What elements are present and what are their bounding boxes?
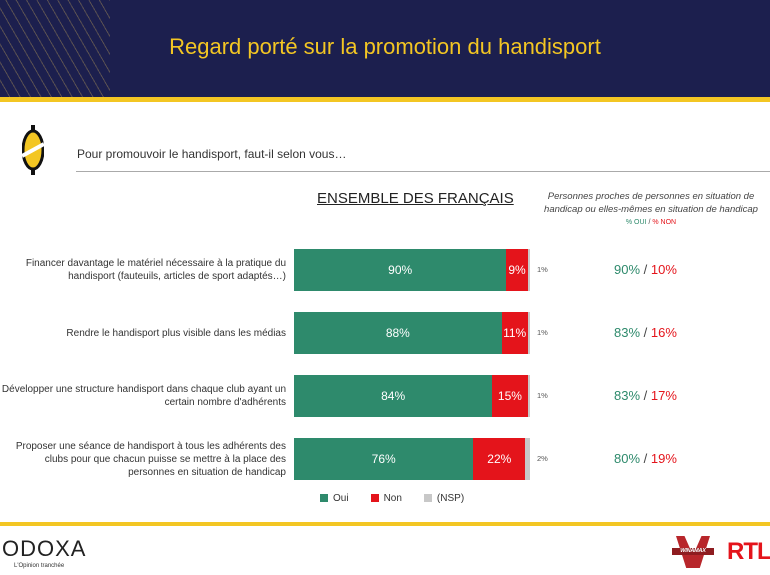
bar-non: 9% [506, 249, 528, 291]
bar-oui: 90% [294, 249, 507, 291]
bar-value-label: 11% [503, 326, 527, 340]
subgroup-title: Personnes proches de personnes en situat… [544, 191, 758, 215]
bar-nsp [527, 375, 530, 417]
legend-non: % NON [652, 219, 677, 226]
subgroup-oui: 83% [614, 388, 641, 403]
row-label: Rendre le handisport plus visible dans l… [66, 327, 286, 339]
legend-swatch [320, 494, 328, 502]
legend-oui: % OUI [625, 219, 647, 226]
bar-value-label: 88% [385, 326, 410, 340]
subgroup-values: 90% / 10% [614, 262, 677, 277]
header-banner: Regard porté sur la promotion du handisp… [0, 0, 770, 97]
nsp-value-label: 1% [537, 391, 548, 400]
header-decoration [0, 0, 110, 97]
subgroup-oui: 90% [614, 262, 641, 277]
legend-label: (NSP) [436, 493, 465, 504]
sep: / [643, 262, 648, 277]
divider [76, 171, 770, 172]
subgroup-non: 16% [650, 325, 677, 340]
sep: / [643, 451, 648, 466]
bar-value-label: 9% [508, 263, 526, 277]
bar-oui: 84% [294, 375, 493, 417]
legend-item: (NSP) [423, 493, 465, 504]
bar-value-label: 84% [381, 389, 406, 403]
subgroup-values: 80% / 19% [614, 451, 677, 466]
subgroup-oui: 80% [614, 451, 641, 466]
nsp-value-label: 1% [537, 328, 548, 337]
nsp-value-label: 2% [537, 454, 548, 463]
chart-title: ENSEMBLE DES FRANÇAIS [317, 190, 514, 207]
legend-label: Oui [333, 493, 349, 504]
subgroup-non: 10% [650, 262, 677, 277]
nsp-value-label: 1% [537, 265, 548, 274]
bar-non: 15% [492, 375, 528, 417]
winamax-logo-text: WINAMAX [672, 548, 714, 555]
sep: / [643, 325, 648, 340]
bar-oui: 88% [294, 312, 502, 354]
chart-legend: Oui Non (NSP) [320, 493, 464, 504]
bar-non: 11% [501, 312, 528, 354]
legend-item: Oui [320, 493, 349, 504]
odoxa-logo-icon [22, 125, 44, 175]
subgroup-oui: 83% [614, 325, 641, 340]
yellow-divider [0, 97, 770, 102]
legend-swatch [423, 494, 432, 502]
legend-sep: / [648, 219, 651, 226]
bar-nsp [527, 249, 530, 291]
bar-nsp [527, 312, 530, 354]
row-label: Développer une structure handisport dans… [1, 384, 286, 408]
odoxa-logo: ODOXA [2, 536, 87, 561]
legend-item: Non [370, 493, 402, 504]
page-title: Regard porté sur la promotion du handisp… [169, 34, 601, 59]
row-label: Proposer une séance de handisport à tous… [15, 440, 286, 478]
rtl-logo: RTL [727, 538, 770, 565]
bar-value-label: 90% [388, 263, 413, 277]
legend-label: Non [383, 493, 402, 504]
sep: / [643, 388, 648, 403]
subgroup-non: 19% [650, 451, 677, 466]
bar-nsp [525, 438, 530, 480]
bar-value-label: 22% [487, 452, 512, 466]
odoxa-tagline: L'Opinion tranchée [14, 563, 65, 569]
subgroup-values: 83% / 17% [614, 388, 677, 403]
row-label: Financer davantage le matériel nécessair… [25, 258, 286, 282]
legend-swatch [370, 494, 379, 502]
subgroup-header: Personnes proches de personnes en situat… [538, 190, 764, 229]
subgroup-values: 83% / 16% [614, 325, 677, 340]
bar-value-label: 76% [371, 452, 396, 466]
bar-non: 22% [473, 438, 526, 480]
subgroup-non: 17% [650, 388, 677, 403]
footer-divider [0, 522, 770, 526]
bar-oui: 76% [294, 438, 474, 480]
bar-value-label: 15% [497, 389, 522, 403]
question-text: Pour promouvoir le handisport, faut-il s… [77, 147, 347, 161]
